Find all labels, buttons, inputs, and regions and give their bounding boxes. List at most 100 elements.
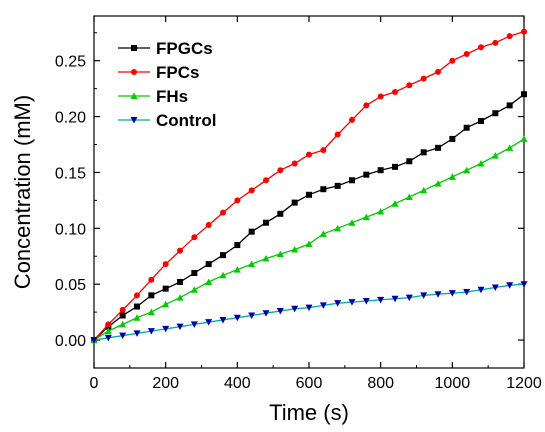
data-point-fpcs [377, 93, 384, 100]
data-point-fpcs [277, 167, 284, 174]
data-point-control [334, 300, 342, 307]
data-point-fhs [248, 260, 256, 268]
data-point-control [348, 299, 356, 306]
data-point-fpcs [105, 321, 112, 328]
data-point-fpgcs [148, 292, 155, 299]
data-point-control [205, 319, 213, 326]
data-point-fpgcs [119, 312, 126, 319]
data-point-fhs [520, 135, 528, 142]
data-point-fpgcs [506, 102, 513, 109]
data-point-fpcs [506, 33, 513, 40]
x-tick-label: 800 [367, 375, 394, 392]
data-point-fhs [262, 254, 270, 262]
data-point-control [176, 323, 184, 331]
data-point-fpcs [291, 160, 298, 167]
data-point-fhs [463, 166, 471, 174]
data-point-fhs [491, 152, 499, 159]
data-point-fpcs [306, 151, 312, 158]
data-point-fpgcs [377, 167, 384, 174]
data-point-fhs [104, 327, 112, 335]
data-point-fpcs [320, 147, 327, 154]
data-point-fhs [334, 224, 342, 232]
data-point-fpgcs [291, 199, 298, 206]
data-point-control [305, 304, 313, 312]
data-point-fpgcs [320, 186, 327, 193]
data-point-fpgcs [420, 149, 427, 156]
series-control [90, 281, 528, 344]
data-point-fpgcs [248, 228, 255, 235]
data-point-fpcs [191, 234, 198, 241]
data-point-control [233, 314, 241, 322]
data-point-control [190, 321, 198, 328]
data-point-fhs [147, 308, 155, 316]
data-point-fpcs [521, 28, 527, 35]
y-tick-label: 0.00 [55, 333, 86, 350]
legend-item-fpcs: FPCs [118, 63, 199, 82]
data-point-control [104, 334, 112, 342]
data-point-control [463, 289, 471, 296]
data-point-fhs [391, 200, 399, 207]
data-point-control [133, 330, 141, 337]
data-point-fpgcs [392, 163, 398, 170]
data-point-control [434, 291, 442, 298]
data-point-fpcs [449, 57, 456, 64]
legend-marker [131, 45, 137, 51]
data-point-fhs [162, 300, 170, 308]
legend-marker [130, 92, 138, 99]
x-tick-label: 400 [224, 375, 251, 392]
y-tick-label: 0.05 [55, 277, 86, 294]
legend-marker [130, 117, 138, 124]
data-point-fpcs [162, 261, 169, 268]
legend-item-control: Control [118, 111, 216, 130]
data-point-control [448, 290, 456, 297]
data-point-fpgcs [191, 270, 198, 277]
y-axis-title: Concentration (mM) [10, 95, 35, 289]
data-point-control [362, 297, 370, 305]
data-point-control [291, 305, 299, 313]
legend-label: Control [156, 111, 216, 130]
legend-item-fhs: FHs [118, 87, 188, 106]
data-point-fhs [233, 266, 241, 273]
data-point-control [506, 282, 514, 289]
y-tick-label: 0.20 [55, 110, 86, 127]
data-point-fpcs [177, 247, 183, 254]
data-point-fpcs [148, 276, 155, 283]
data-point-fpcs [492, 39, 499, 46]
data-point-fpcs [463, 50, 470, 57]
data-point-fhs [348, 219, 356, 226]
data-point-fhs [219, 271, 227, 279]
x-tick-label: 0 [90, 375, 99, 392]
data-point-fpgcs [277, 210, 284, 217]
data-point-fpgcs [435, 144, 441, 151]
data-point-fhs [420, 186, 428, 194]
x-axis-ticks: 0 200 400 600 800 1000 1200 [90, 16, 542, 392]
x-axis-title: Time (s) [269, 400, 349, 425]
data-point-control [477, 286, 485, 294]
data-point-control [405, 294, 413, 302]
data-point-fpcs [478, 44, 484, 51]
data-point-fhs [176, 294, 184, 301]
y-tick-label: 0.25 [55, 54, 86, 71]
data-point-fpgcs [463, 124, 470, 131]
data-point-fpgcs [349, 177, 355, 184]
data-point-control [319, 302, 327, 309]
y-tick-label: 0.15 [55, 165, 86, 182]
data-point-fpcs [220, 209, 226, 216]
data-point-fhs [205, 278, 213, 285]
data-point-fpcs [406, 82, 413, 89]
data-point-control [248, 312, 256, 319]
data-point-fpgcs [177, 278, 183, 285]
data-point-fpcs [205, 221, 212, 228]
y-tick-label: 0.10 [55, 221, 86, 238]
legend-label: FPCs [156, 63, 199, 82]
data-point-fhs [276, 250, 284, 258]
data-point-fpcs [234, 197, 241, 204]
data-point-fpcs [435, 68, 441, 75]
legend-label: FPGCs [156, 39, 213, 58]
data-point-control [147, 328, 155, 335]
data-point-fpcs [263, 177, 269, 184]
x-tick-label: 600 [296, 375, 323, 392]
data-point-fpgcs [134, 303, 140, 310]
data-point-fpcs [248, 187, 255, 194]
